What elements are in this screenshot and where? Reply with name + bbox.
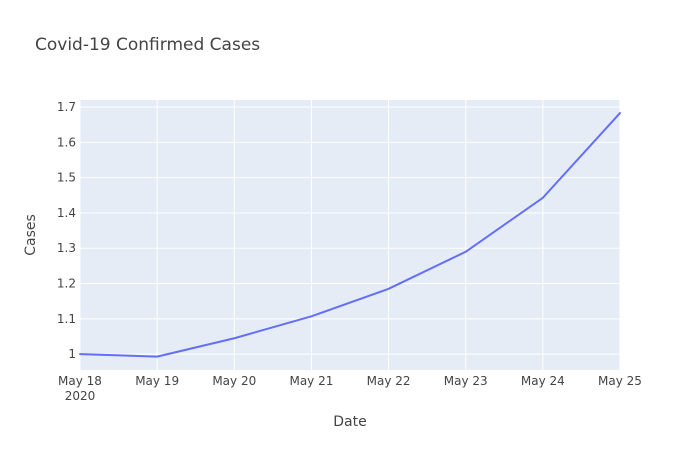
- y-tick-label: 1.2: [57, 277, 76, 291]
- y-tick-label: 1.1: [57, 312, 76, 326]
- data-point[interactable]: [154, 354, 160, 360]
- y-tick-label: 1.7: [57, 100, 76, 114]
- data-point[interactable]: [308, 313, 314, 319]
- x-tick-label: May 19: [135, 374, 179, 388]
- data-point[interactable]: [463, 249, 469, 255]
- data-point[interactable]: [231, 335, 237, 341]
- chart-title: Covid-19 Confirmed Cases: [35, 35, 260, 55]
- x-tick-label: May 24: [521, 374, 565, 388]
- y-gridlines: [80, 106, 620, 355]
- data-point[interactable]: [617, 110, 623, 116]
- x-tick-year-label: 2020: [65, 389, 96, 403]
- x-tick-label: May 22: [367, 374, 411, 388]
- y-tick-label: 1.4: [57, 206, 76, 220]
- series-layer: [77, 110, 623, 360]
- y-tick-labels: 1 1.1 1.2 1.3 1.4 1.5 1.6 1.7: [57, 100, 76, 361]
- x-tick-label: May 20: [212, 374, 256, 388]
- x-tick-label: May 25: [598, 374, 642, 388]
- y-tick-label: 1.6: [57, 135, 76, 149]
- data-point[interactable]: [386, 286, 392, 292]
- x-axis-title: Date: [333, 414, 366, 430]
- series-line-0: [79, 112, 621, 358]
- x-tick-labels: May 18 May 19 May 20 May 21 May 22 May 23 May …: [58, 374, 642, 403]
- data-point[interactable]: [77, 351, 83, 357]
- y-axis-title: Cases: [23, 214, 39, 256]
- x-gridlines: [79, 100, 621, 370]
- x-tick-label: May 23: [444, 374, 488, 388]
- x-tick-label: May 21: [289, 374, 333, 388]
- x-tick-label: May 18: [58, 374, 102, 388]
- plot-area: [80, 100, 620, 370]
- data-point[interactable]: [540, 195, 546, 201]
- y-tick-label: 1.5: [57, 171, 76, 185]
- y-tick-label: 1.3: [57, 241, 76, 255]
- y-tick-label: 1: [68, 347, 76, 361]
